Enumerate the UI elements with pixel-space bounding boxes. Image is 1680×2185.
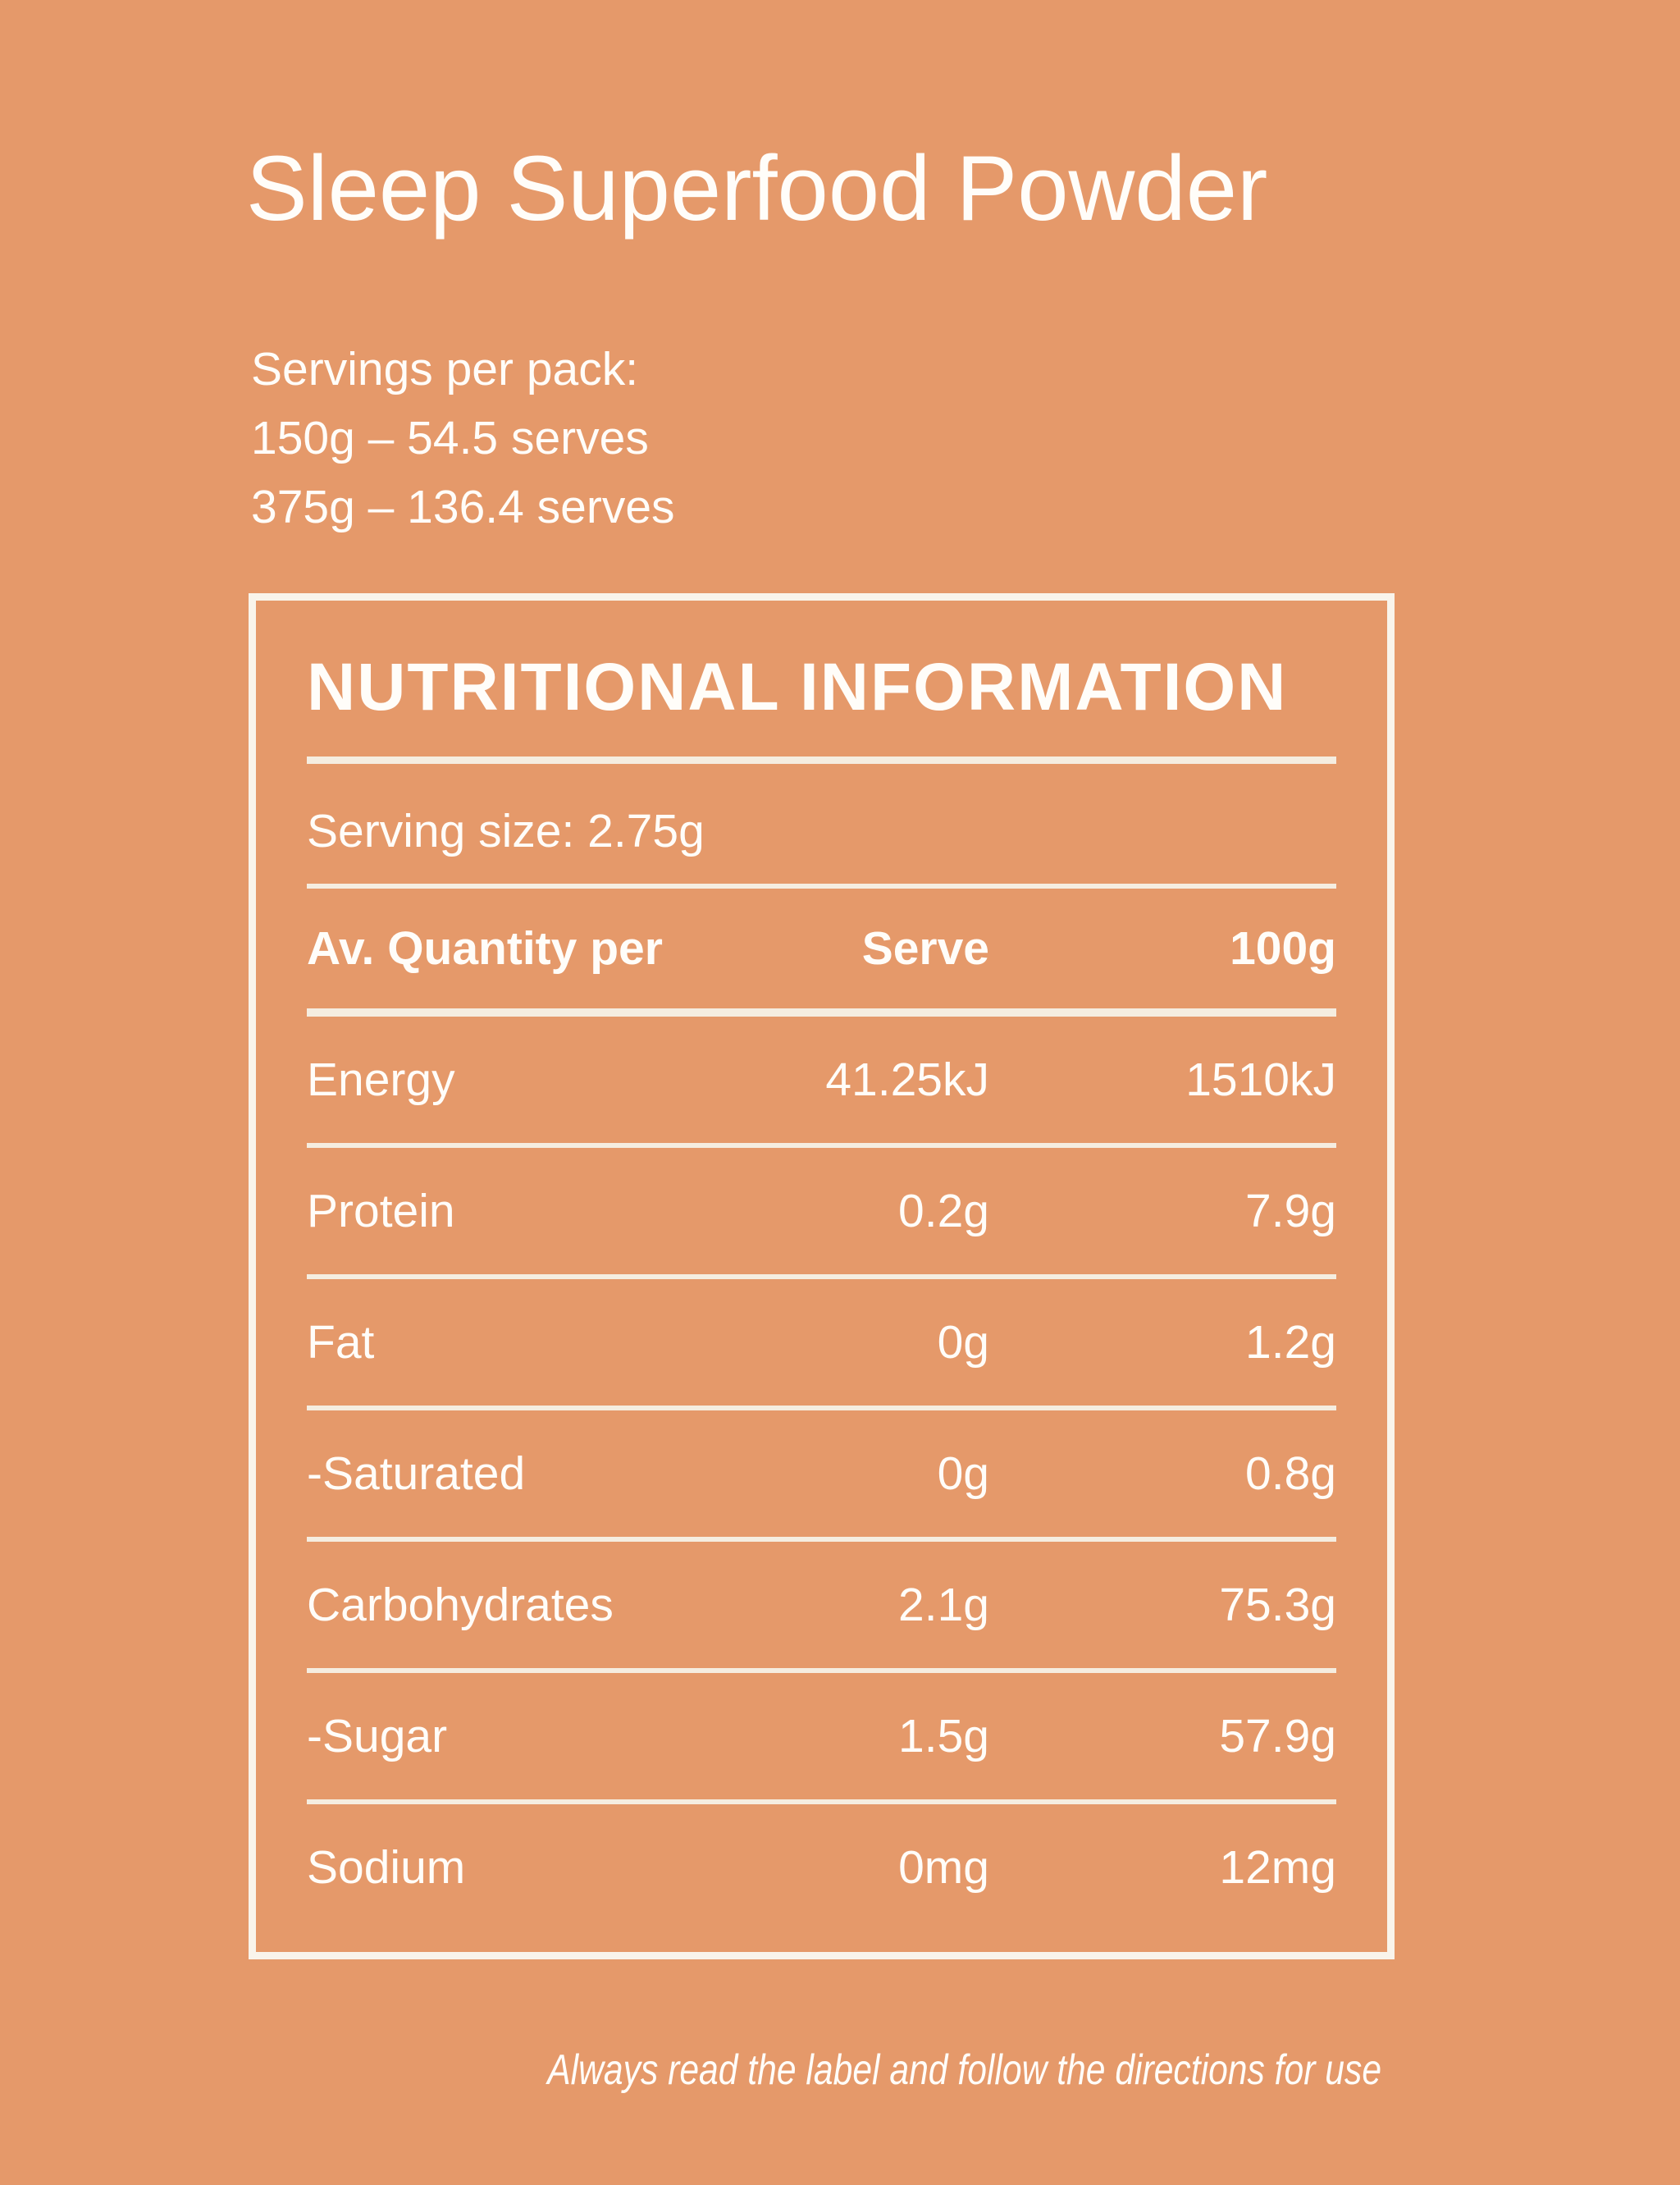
table-row-carbohydrates: Carbohydrates 2.1g 75.3g [307, 1542, 1336, 1668]
header-divider [307, 1008, 1336, 1017]
row-divider [307, 1668, 1336, 1673]
table-row-sodium: Sodium 0mg 12mg [307, 1804, 1336, 1931]
title-divider [307, 757, 1336, 764]
row-serve-value: 1.5g [898, 1710, 989, 1762]
row-label: Fat [307, 1316, 375, 1369]
row-100g-value: 57.9g [1219, 1710, 1336, 1762]
table-row-saturated: -Saturated 0g 0.8g [307, 1410, 1336, 1537]
row-100g-value: 1510kJ [1185, 1054, 1336, 1106]
row-label: -Sugar [307, 1710, 448, 1762]
table-row-fat: Fat 0g 1.2g [307, 1279, 1336, 1406]
row-label: Sodium [307, 1841, 466, 1894]
page-title: Sleep Superfood Powder [246, 137, 1268, 240]
table-header-left: Av. Quantity per Serve [307, 921, 989, 976]
row-divider [307, 1274, 1336, 1279]
nutrition-title: NUTRITIONAL INFORMATION [307, 650, 1288, 725]
table-row-energy: Energy 41.25kJ 1510kJ [307, 1017, 1336, 1143]
header-quantity-label: Av. Quantity per [307, 922, 663, 975]
row-divider [307, 1406, 1336, 1410]
row-100g-value: 12mg [1219, 1841, 1336, 1894]
row-label: -Saturated [307, 1447, 526, 1500]
servings-per-pack: Servings per pack: 150g – 54.5 serves 37… [251, 335, 675, 542]
row-label: Energy [307, 1054, 455, 1106]
row-serve-value: 0g [937, 1447, 989, 1500]
serving-size-divider [307, 884, 1336, 889]
servings-line-150g: 150g – 54.5 serves [251, 412, 649, 464]
servings-line-375g: 375g – 136.4 serves [251, 481, 675, 533]
servings-heading: Servings per pack: [251, 343, 639, 395]
row-100g-value: 0.8g [1245, 1447, 1336, 1500]
row-divider [307, 1537, 1336, 1542]
row-100g-value: 7.9g [1245, 1185, 1336, 1237]
row-divider [307, 1799, 1336, 1804]
table-row-protein: Protein 0.2g 7.9g [307, 1148, 1336, 1274]
row-divider [307, 1143, 1336, 1148]
header-serve-label: Serve [861, 922, 989, 975]
row-label: Protein [307, 1185, 455, 1237]
row-label: Carbohydrates [307, 1579, 614, 1631]
table-row-sugar: -Sugar 1.5g 57.9g [307, 1673, 1336, 1799]
row-serve-value: 0.2g [898, 1185, 989, 1237]
row-100g-value: 75.3g [1219, 1579, 1336, 1631]
row-serve-value: 41.25kJ [825, 1054, 989, 1106]
row-serve-value: 2.1g [898, 1579, 989, 1631]
serving-size: Serving size: 2.75g [307, 805, 705, 857]
header-100g-label: 100g [1230, 922, 1336, 975]
footer-note: Always read the label and follow the dir… [547, 2046, 1381, 2094]
row-serve-value: 0g [937, 1316, 989, 1369]
table-header-row: Av. Quantity per Serve 100g [307, 889, 1336, 1008]
nutrition-panel: NUTRITIONAL INFORMATION Serving size: 2.… [249, 593, 1395, 1959]
row-100g-value: 1.2g [1245, 1316, 1336, 1369]
row-serve-value: 0mg [898, 1841, 989, 1894]
